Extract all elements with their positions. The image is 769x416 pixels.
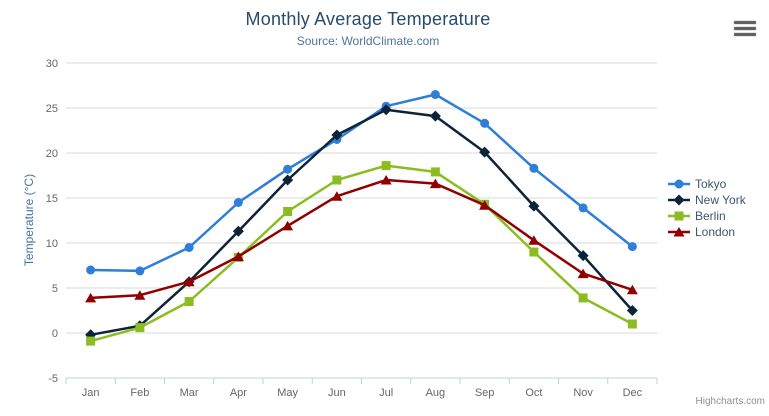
data-point-new-york-apr[interactable] [232, 225, 244, 237]
menu-bar [734, 21, 756, 24]
data-point-tokyo-feb[interactable] [135, 266, 145, 276]
legend-marker-circle-icon [668, 179, 690, 189]
data-point-berlin-mar[interactable] [184, 297, 194, 306]
x-axis-label-apr: Apr [230, 387, 247, 399]
data-point-berlin-nov[interactable] [578, 293, 588, 303]
y-axis-label: 15 [46, 193, 58, 205]
series-new-york [85, 104, 638, 341]
series-line-new-york [89, 108, 634, 337]
y-axis-label: 25 [46, 103, 58, 115]
series-london [85, 175, 638, 303]
data-point-berlin-feb[interactable] [135, 323, 145, 333]
data-point-tokyo-dec[interactable] [627, 242, 637, 252]
y-axis-label: 5 [52, 283, 58, 295]
y-axis-label: 20 [46, 148, 58, 160]
legend-label: London [695, 225, 736, 239]
data-point-tokyo-oct[interactable] [529, 163, 539, 173]
data-point-london-jan[interactable] [85, 292, 97, 303]
chart-title: Monthly Average Temperature [245, 9, 491, 29]
data-point-london-feb[interactable] [134, 290, 146, 300]
legend-marker-glyph[interactable] [673, 194, 685, 206]
legend-item-berlin[interactable]: Berlin [668, 208, 746, 224]
x-axis-label-dec: Dec [623, 387, 643, 399]
data-point-tokyo-sep[interactable] [480, 118, 490, 128]
data-point-london-may[interactable] [282, 220, 294, 231]
series-line-berlin [89, 164, 634, 343]
data-point-london-jun[interactable] [331, 191, 343, 201]
data-point-tokyo-may[interactable] [283, 164, 293, 174]
data-point-berlin-dec[interactable] [627, 319, 637, 329]
data-point-new-york-oct[interactable] [528, 200, 540, 212]
data-point-berlin-aug[interactable] [430, 167, 440, 177]
data-point-london-oct[interactable] [528, 235, 540, 245]
data-point-berlin-jan[interactable] [86, 336, 96, 346]
data-point-new-york-aug[interactable] [429, 110, 441, 122]
series-line-london [89, 178, 634, 300]
data-point-berlin-jul[interactable] [381, 161, 391, 171]
data-point-london-jul[interactable] [380, 175, 392, 185]
legend-marker-square-icon [668, 211, 690, 221]
x-axis-label-may: May [277, 387, 298, 399]
menu-bar [734, 27, 756, 30]
y-axis-label: -5 [48, 373, 58, 385]
x-axis-label-feb: Feb [130, 387, 149, 399]
legend-label: New York [695, 193, 746, 207]
data-point-tokyo-aug[interactable] [430, 90, 440, 99]
series-tokyo [86, 90, 637, 276]
legend-marker-glyph[interactable] [674, 211, 684, 221]
legend-marker-glyph[interactable] [673, 227, 685, 237]
hamburger-menu-icon[interactable] [734, 21, 758, 37]
data-point-tokyo-jan[interactable] [86, 265, 96, 275]
data-point-new-york-jun[interactable] [331, 129, 343, 141]
data-point-london-mar[interactable] [183, 276, 195, 287]
x-axis-label-oct: Oct [525, 387, 542, 399]
data-point-new-york-sep[interactable] [479, 146, 491, 158]
data-point-london-dec[interactable] [626, 284, 638, 295]
data-point-london-sep[interactable] [479, 200, 491, 210]
y-axis-label: 10 [46, 238, 58, 250]
legend: Tokyo New York Berlin London [668, 176, 746, 240]
legend-label: Berlin [695, 209, 726, 223]
credits-link[interactable]: Highcharts.com [695, 396, 765, 407]
data-point-new-york-may[interactable] [282, 174, 294, 186]
x-axis-label-jul: Jul [379, 387, 393, 399]
x-axis-label-mar: Mar [180, 387, 199, 399]
legend-item-new-york[interactable]: New York [668, 192, 746, 208]
x-axis-label-aug: Aug [426, 387, 446, 399]
data-point-berlin-may[interactable] [283, 207, 293, 216]
y-axis-title: Temperature (°C) [22, 173, 36, 267]
data-point-london-apr[interactable] [232, 251, 244, 262]
legend-marker-glyph[interactable] [674, 179, 684, 189]
data-point-berlin-oct[interactable] [529, 247, 539, 257]
legend-item-london[interactable]: London [668, 224, 746, 240]
y-axis-label: 30 [46, 58, 58, 70]
x-axis-label-sep: Sep [475, 387, 495, 399]
data-point-new-york-nov[interactable] [577, 250, 589, 262]
legend-marker-triangle-icon [668, 227, 690, 237]
legend-label: Tokyo [695, 177, 727, 191]
x-axis-label-jun: Jun [328, 387, 346, 399]
y-axis-label: 0 [52, 328, 58, 340]
data-point-berlin-jun[interactable] [332, 175, 342, 185]
legend-marker-diamond-icon [668, 194, 690, 206]
data-point-new-york-dec[interactable] [626, 305, 638, 316]
x-axis-label-jan: Jan [82, 387, 100, 399]
data-point-tokyo-mar[interactable] [184, 243, 194, 252]
chart-subtitle: Source: WorldClimate.com [296, 34, 440, 48]
data-point-london-nov[interactable] [577, 268, 589, 279]
series-line-tokyo [89, 93, 634, 273]
menu-bar [734, 33, 756, 36]
x-axis-label-nov: Nov [573, 387, 593, 399]
legend-item-tokyo[interactable]: Tokyo [668, 176, 746, 192]
data-point-tokyo-apr[interactable] [233, 198, 243, 207]
data-point-london-aug[interactable] [429, 178, 441, 189]
data-point-tokyo-nov[interactable] [578, 203, 588, 213]
data-point-new-york-jul[interactable] [380, 104, 392, 116]
